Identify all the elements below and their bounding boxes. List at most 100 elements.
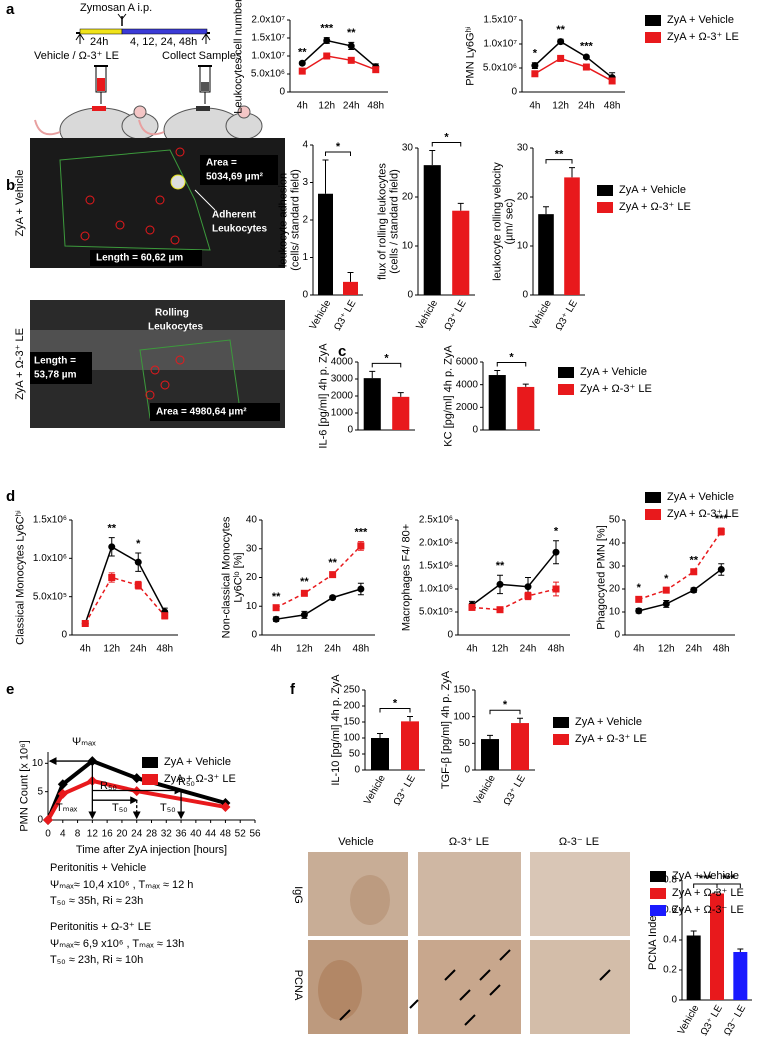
significance: ***: [320, 23, 334, 35]
significance: *: [533, 48, 538, 60]
y-tick-label: 40: [246, 515, 258, 526]
legend-label: ZyA + Vehicle: [580, 366, 647, 378]
y-tick-label: 0.6: [663, 905, 677, 916]
legend-swatch: [645, 32, 661, 43]
bracket: [716, 883, 741, 888]
significance: *: [509, 351, 514, 363]
series-line: [84, 576, 166, 624]
y-tick-label: 0: [347, 425, 353, 436]
bracket: [545, 159, 573, 164]
label: 5034,69 µm²: [206, 172, 264, 183]
legend-label: ZyA + Ω-3⁺ LE: [164, 773, 236, 785]
legend-swatch: [553, 717, 569, 728]
x-tick-label: 48h: [367, 101, 384, 112]
x-tick-label: Vehicle: [472, 773, 498, 807]
y-tick-label: 5.0x10⁵: [33, 591, 67, 602]
error-bar: [457, 202, 464, 211]
point: [134, 581, 142, 589]
x-tick-label: 36: [176, 829, 188, 840]
significance: **: [347, 27, 356, 39]
x-tick-label: Vehicle: [528, 298, 554, 332]
point: [608, 77, 616, 85]
y-tick-label: 1.0x10⁷: [251, 51, 285, 62]
y-tick-label: 50: [459, 738, 471, 749]
y-tick-label: 0: [37, 815, 43, 826]
x-tick-label: 32: [161, 829, 173, 840]
y-tick-label: 1.0x10⁷: [483, 39, 517, 50]
y-tick-label: 2.5x10⁶: [419, 515, 453, 526]
y-axis-label: leukocyte rolling velocity: [492, 162, 504, 281]
significance: ***: [699, 873, 713, 885]
x-tick-label: Ω3⁺ LE: [554, 298, 580, 333]
y-tick-label: 10: [246, 601, 258, 612]
significance: **: [328, 557, 337, 569]
x-tick-label: Vehicle: [414, 298, 440, 332]
y-tick-label: 5: [37, 786, 43, 797]
series-line: [301, 55, 377, 72]
series-line: [471, 588, 557, 611]
point: [524, 592, 532, 600]
legend-swatch: [650, 888, 666, 899]
y-tick-label: 30: [609, 561, 621, 572]
y-tick-label: 2000: [331, 391, 354, 402]
bracket: [325, 151, 351, 156]
bar: [343, 281, 358, 295]
error-bar: [397, 392, 404, 397]
significance: *: [503, 699, 508, 711]
row-label: IgG: [292, 886, 304, 904]
significance: *: [384, 352, 389, 364]
point: [131, 773, 142, 784]
point: [108, 543, 116, 551]
legend-swatch: [645, 15, 661, 26]
series-line: [638, 531, 722, 601]
point: [298, 59, 306, 67]
y-axis-label: Ly6Cˡᵒ [%]: [233, 552, 245, 602]
significance: **: [555, 149, 564, 161]
x-tick-label: 24h: [520, 644, 537, 655]
point: [134, 558, 142, 566]
y-tick-label: 100: [453, 711, 470, 722]
x-tick-label: 24h: [685, 644, 702, 655]
label: Leukocytes: [212, 224, 267, 235]
x-tick-label: 8: [75, 829, 81, 840]
y-tick-label: 250: [343, 685, 360, 696]
bracket: [379, 708, 411, 713]
row-label: ZyA + Vehicle: [14, 170, 26, 237]
point: [662, 586, 670, 594]
x-tick-label: Ω3⁺ LE: [392, 773, 418, 808]
bar: [452, 210, 470, 295]
x-tick-label: 12h: [318, 101, 335, 112]
point: [717, 528, 725, 535]
point: [272, 604, 280, 612]
y-tick-label: 1.5x10⁶: [33, 515, 67, 526]
label: Leukocytes: [148, 322, 203, 333]
x-tick-label: 12: [87, 829, 99, 840]
point: [531, 62, 539, 70]
error-bar: [494, 370, 501, 376]
x-tick-label: 16: [102, 829, 114, 840]
note: Peritonitis + Ω-3⁺ LE: [50, 921, 151, 933]
bar: [423, 165, 441, 295]
y-tick-label: 0: [671, 995, 677, 1006]
x-tick-label: 48: [220, 829, 232, 840]
panel-letter: e: [6, 681, 14, 698]
significance: ***: [580, 40, 594, 52]
error-bar: [369, 370, 376, 379]
y-tick-label: 10: [402, 241, 414, 252]
legend-swatch: [650, 905, 666, 916]
x-tick-label: 12h: [296, 644, 313, 655]
y-tick-label: 6000: [456, 357, 479, 368]
x-tick-label: 4h: [80, 644, 91, 655]
x-tick-label: 0: [45, 829, 51, 840]
y-tick-label: 4000: [331, 357, 354, 368]
y-axis-label: (cells / standard field): [389, 169, 401, 274]
micrograph-b: Area = 5034,69 µm² Adherent Leukocytes L…: [14, 138, 285, 428]
point: [357, 542, 365, 550]
significance: *: [336, 141, 341, 153]
label: Adherent: [212, 210, 257, 221]
bar: [363, 378, 381, 430]
x-tick-label: 28: [146, 829, 158, 840]
y-tick-label: 0: [522, 290, 528, 301]
y-tick-label: 50: [349, 749, 361, 760]
significance: *: [637, 582, 642, 594]
